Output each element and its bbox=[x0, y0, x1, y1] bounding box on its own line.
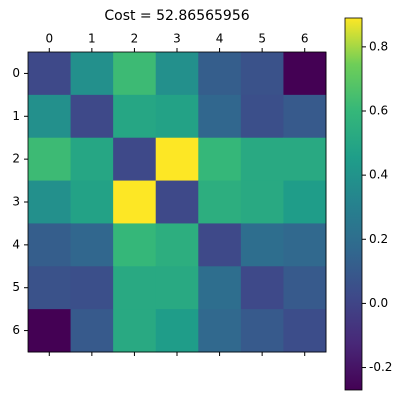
heatmap-cell bbox=[198, 266, 242, 310]
heatmap-cell bbox=[283, 266, 327, 310]
chart-title: Cost = 52.86565956 bbox=[104, 8, 249, 24]
y-tick-label: 5 bbox=[12, 280, 20, 294]
heatmap-cell bbox=[113, 94, 157, 139]
heatmap-cell bbox=[283, 52, 327, 96]
heatmap-cell bbox=[283, 223, 327, 267]
heatmap-cell bbox=[283, 94, 327, 139]
heatmap-cell bbox=[70, 94, 114, 139]
heatmap-cell bbox=[155, 137, 199, 182]
heatmap-cell bbox=[283, 309, 327, 353]
x-tick-label: 6 bbox=[301, 32, 309, 46]
heatmap-cell bbox=[240, 309, 284, 353]
x-tick-label: 2 bbox=[131, 32, 139, 46]
heatmap-cell bbox=[155, 309, 199, 353]
heatmap-cell bbox=[240, 223, 284, 267]
heatmap-cell bbox=[198, 309, 242, 353]
heatmap-cell bbox=[113, 52, 157, 96]
colorbar-tick-label: 0.6 bbox=[369, 104, 388, 118]
colorbar-tick-label: 0.4 bbox=[369, 168, 388, 182]
heatmap-cell bbox=[70, 180, 114, 224]
heatmap-cell bbox=[155, 52, 199, 96]
heatmap-cell bbox=[198, 52, 242, 96]
heatmap-cell bbox=[28, 266, 72, 310]
heatmap-cell bbox=[155, 266, 199, 310]
heatmap-cell bbox=[28, 52, 72, 96]
colorbar bbox=[344, 17, 363, 391]
heatmap-cell bbox=[28, 223, 72, 267]
heatmap-cell bbox=[113, 223, 157, 267]
heatmap-cell bbox=[283, 137, 327, 182]
heatmap-cell bbox=[28, 137, 72, 182]
heatmap-cell bbox=[70, 137, 114, 182]
heatmap-cell bbox=[70, 52, 114, 96]
heatmap-cell bbox=[113, 137, 157, 182]
heatmap-cell bbox=[198, 94, 242, 139]
heatmap-cell bbox=[70, 223, 114, 267]
heatmap-cell bbox=[198, 180, 242, 224]
colorbar-tick-label: 0.0 bbox=[369, 296, 388, 310]
heatmap-cell bbox=[155, 223, 199, 267]
x-tick-label: 1 bbox=[88, 32, 96, 46]
y-tick-label: 4 bbox=[12, 237, 20, 251]
heatmap-cell bbox=[198, 137, 242, 182]
y-tick-label: 3 bbox=[12, 195, 20, 209]
heatmap-cell bbox=[283, 180, 327, 224]
heatmap-cell bbox=[240, 180, 284, 224]
heatmap-cell bbox=[28, 180, 72, 224]
x-tick-label: 5 bbox=[258, 32, 266, 46]
heatmap-cell bbox=[28, 309, 72, 353]
heatmap-cell bbox=[70, 309, 114, 353]
heatmap-cell bbox=[113, 309, 157, 353]
y-tick-label: 2 bbox=[12, 152, 20, 166]
y-tick-label: 1 bbox=[12, 109, 20, 123]
heatmap-cell bbox=[155, 180, 199, 224]
y-tick-label: 0 bbox=[12, 66, 20, 80]
heatmap-cell bbox=[240, 94, 284, 139]
x-tick-label: 0 bbox=[45, 32, 53, 46]
heatmap-cell bbox=[28, 94, 72, 139]
y-tick-label: 6 bbox=[12, 323, 20, 337]
heatmap-cell bbox=[113, 180, 157, 224]
heatmap-cell bbox=[240, 266, 284, 310]
heatmap-cell bbox=[155, 94, 199, 139]
x-tick-label: 4 bbox=[216, 32, 224, 46]
colorbar-tick-label: 0.2 bbox=[369, 232, 388, 246]
heatmap-cell bbox=[113, 266, 157, 310]
colorbar-tick-label: 0.8 bbox=[369, 39, 388, 53]
heatmap-cell bbox=[70, 266, 114, 310]
heatmap-cell bbox=[198, 223, 242, 267]
heatmap-cell bbox=[240, 137, 284, 182]
heatmap-cell bbox=[240, 52, 284, 96]
colorbar-tick-label: -0.2 bbox=[369, 360, 392, 374]
x-tick-label: 3 bbox=[173, 32, 181, 46]
